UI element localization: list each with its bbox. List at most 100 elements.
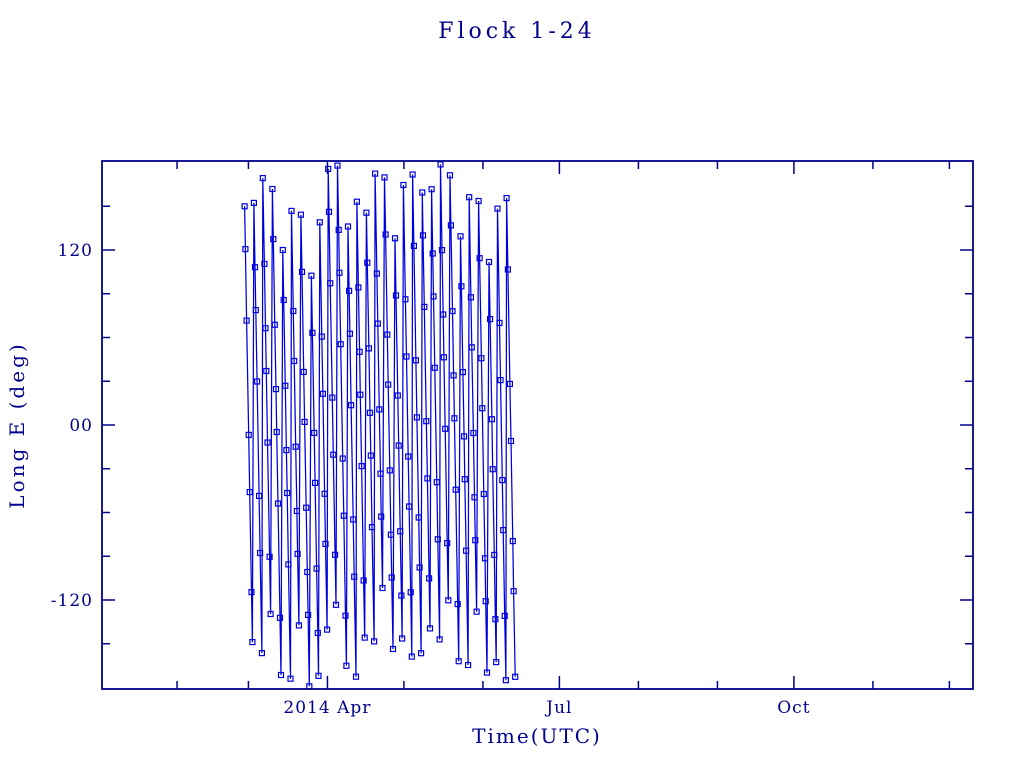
data-point-marker — [429, 250, 436, 257]
data-point-marker — [332, 601, 340, 608]
data-point-marker — [492, 616, 499, 623]
data-point-marker — [451, 415, 458, 422]
data-point-marker — [385, 381, 392, 388]
data-point-marker — [368, 523, 376, 531]
y-tick-label: 00 — [69, 416, 93, 436]
data-point-marker — [440, 354, 447, 361]
data-point-marker — [266, 553, 273, 560]
data-point-marker — [251, 264, 259, 271]
data-point-marker — [449, 308, 456, 315]
data-point-marker — [500, 526, 507, 534]
data-point-marker — [297, 211, 304, 218]
data-point-marker — [318, 333, 325, 340]
data-point-marker — [353, 198, 360, 205]
data-point-marker — [395, 442, 402, 449]
data-point-marker — [457, 233, 464, 240]
data-point-marker — [455, 658, 462, 665]
plot-frame — [101, 160, 974, 690]
data-point-marker — [241, 203, 248, 210]
data-point-marker — [433, 479, 440, 486]
data-point-marker — [322, 540, 329, 548]
data-point-marker — [262, 325, 269, 332]
data-point-marker — [452, 486, 459, 493]
data-point-marker — [292, 443, 299, 450]
data-point-marker — [330, 451, 337, 458]
data-point-marker — [381, 174, 388, 181]
data-point-marker — [482, 598, 489, 605]
data-point-marker — [502, 677, 509, 684]
data-point-marker — [261, 260, 268, 267]
data-point-marker — [504, 266, 511, 273]
data-point-marker — [421, 303, 428, 310]
y-axis-tick-labels: 120 00 -120 — [51, 241, 93, 611]
data-point-marker — [243, 317, 250, 324]
data-point-marker — [465, 661, 472, 669]
data-point-marker — [267, 610, 274, 618]
data-point-marker — [291, 357, 298, 365]
data-point-marker — [426, 625, 434, 632]
data-point-marker — [481, 555, 489, 562]
data-point-marker — [386, 467, 393, 474]
data-point-marker — [304, 568, 311, 576]
data-point-marker — [319, 390, 326, 397]
data-point-marker — [458, 283, 465, 290]
data-point-marker — [413, 414, 420, 421]
data-point-marker — [363, 209, 370, 216]
data-point-marker — [346, 287, 353, 294]
data-point-marker — [491, 551, 498, 559]
data-point-marker — [466, 194, 473, 201]
data-point-marker — [327, 280, 334, 287]
data-point-marker — [313, 565, 320, 572]
data-point-marker — [497, 377, 504, 384]
data-point-marker — [402, 296, 409, 303]
data-point-marker — [325, 208, 333, 215]
data-point-marker — [269, 185, 276, 193]
data-point-marker — [507, 437, 515, 445]
data-point-marker — [283, 447, 290, 454]
data-point-marker — [301, 418, 308, 425]
data-point-marker — [298, 268, 306, 275]
data-point-marker — [372, 170, 379, 177]
axis-ticks — [102, 161, 973, 689]
data-point-marker — [378, 513, 385, 520]
data-point-marker — [418, 650, 425, 657]
data-point-marker — [246, 489, 253, 496]
data-point-marker — [360, 577, 367, 584]
data-point-marker — [376, 406, 383, 413]
data-point-marker — [371, 638, 378, 645]
data-point-marker — [442, 425, 449, 432]
data-point-marker — [290, 307, 297, 315]
data-point-marker — [332, 551, 339, 558]
data-point-marker — [324, 626, 331, 633]
data-point-marker — [483, 669, 491, 676]
data-point-marker — [350, 516, 357, 523]
data-point-marker — [357, 391, 364, 398]
data-series — [241, 161, 519, 689]
data-point-marker — [300, 368, 307, 375]
data-point-marker — [444, 539, 451, 547]
data-point-marker — [405, 453, 412, 460]
data-point-marker — [467, 294, 474, 301]
data-point-marker — [373, 270, 380, 277]
data-point-marker — [487, 316, 494, 323]
data-point-marker — [249, 638, 256, 646]
x-tick-label: Jul — [544, 698, 572, 718]
data-point-marker — [325, 165, 332, 172]
data-point-marker — [475, 197, 482, 205]
data-point-marker — [416, 564, 423, 571]
data-point-marker — [259, 175, 266, 182]
data-point-marker — [400, 181, 407, 189]
data-point-marker — [293, 507, 300, 515]
data-point-marker — [295, 622, 302, 629]
data-point-marker — [248, 588, 255, 596]
data-point-marker — [470, 429, 477, 437]
data-point-marker — [279, 246, 286, 254]
data-point-marker — [431, 364, 438, 371]
data-point-marker — [509, 537, 516, 545]
data-point-marker — [408, 653, 415, 660]
data-point-marker — [303, 504, 310, 511]
data-point-marker — [501, 612, 508, 620]
data-point-marker — [356, 348, 363, 355]
data-point-marker — [388, 574, 395, 581]
data-point-marker — [358, 463, 365, 470]
